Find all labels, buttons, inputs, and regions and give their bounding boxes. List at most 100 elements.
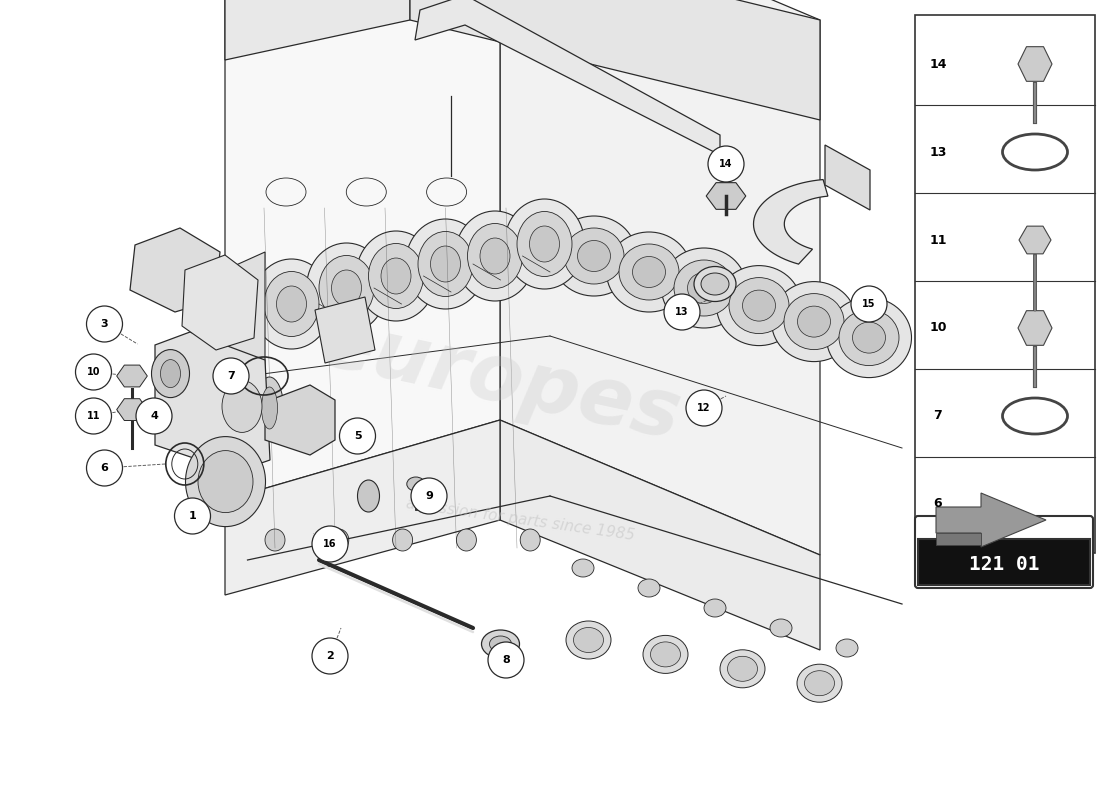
Text: 14: 14 — [719, 159, 733, 169]
Ellipse shape — [222, 380, 262, 432]
Ellipse shape — [836, 639, 858, 657]
Ellipse shape — [456, 529, 476, 551]
Text: 7: 7 — [934, 410, 943, 422]
Ellipse shape — [573, 627, 604, 653]
Circle shape — [708, 146, 744, 182]
Ellipse shape — [331, 270, 362, 306]
Polygon shape — [182, 255, 258, 350]
Text: 121 01: 121 01 — [969, 554, 1040, 574]
Polygon shape — [410, 0, 820, 120]
Ellipse shape — [368, 243, 424, 309]
Ellipse shape — [632, 257, 666, 287]
Ellipse shape — [661, 248, 747, 328]
Ellipse shape — [505, 199, 584, 289]
Ellipse shape — [638, 579, 660, 597]
Polygon shape — [226, 252, 265, 385]
Circle shape — [488, 642, 524, 678]
Circle shape — [87, 450, 122, 486]
Ellipse shape — [742, 290, 775, 321]
Polygon shape — [500, 420, 820, 650]
Text: 15: 15 — [862, 299, 876, 309]
Ellipse shape — [839, 310, 899, 366]
Ellipse shape — [186, 437, 265, 526]
Ellipse shape — [551, 216, 637, 296]
Text: 11: 11 — [930, 234, 947, 246]
Text: 2: 2 — [326, 651, 334, 661]
Ellipse shape — [771, 282, 857, 362]
Ellipse shape — [784, 294, 844, 350]
Circle shape — [411, 478, 447, 514]
Ellipse shape — [520, 529, 540, 551]
Ellipse shape — [264, 271, 319, 337]
Bar — [918, 539, 1090, 585]
Polygon shape — [226, 420, 500, 595]
Circle shape — [664, 294, 700, 330]
Text: 5: 5 — [354, 431, 361, 441]
Ellipse shape — [406, 219, 485, 309]
Text: 4: 4 — [150, 411, 158, 421]
Ellipse shape — [578, 241, 610, 271]
Ellipse shape — [566, 621, 610, 659]
Polygon shape — [155, 332, 270, 472]
Polygon shape — [315, 297, 375, 363]
Ellipse shape — [798, 306, 830, 337]
Circle shape — [136, 398, 172, 434]
Ellipse shape — [804, 670, 835, 696]
Polygon shape — [936, 493, 1046, 547]
Circle shape — [87, 306, 122, 342]
Polygon shape — [500, 0, 820, 555]
Text: 11: 11 — [87, 411, 100, 421]
Polygon shape — [130, 228, 220, 312]
Text: 8: 8 — [502, 655, 510, 665]
Ellipse shape — [381, 258, 411, 294]
Ellipse shape — [276, 286, 307, 322]
Ellipse shape — [358, 480, 379, 512]
Ellipse shape — [770, 619, 792, 637]
Circle shape — [340, 418, 375, 454]
Polygon shape — [825, 145, 870, 210]
Ellipse shape — [152, 350, 189, 398]
Text: 3: 3 — [101, 319, 108, 329]
Circle shape — [213, 358, 249, 394]
Text: 6: 6 — [100, 463, 109, 473]
Text: 14: 14 — [930, 58, 947, 70]
Ellipse shape — [674, 260, 734, 316]
Circle shape — [76, 398, 111, 434]
Ellipse shape — [307, 243, 386, 333]
Ellipse shape — [606, 232, 692, 312]
Polygon shape — [117, 398, 147, 421]
Ellipse shape — [407, 477, 425, 491]
Polygon shape — [226, 0, 500, 500]
Polygon shape — [1018, 46, 1052, 82]
Circle shape — [312, 638, 348, 674]
Polygon shape — [706, 182, 746, 210]
Ellipse shape — [564, 228, 624, 284]
Ellipse shape — [704, 599, 726, 617]
Ellipse shape — [798, 664, 842, 702]
Circle shape — [76, 354, 111, 390]
FancyBboxPatch shape — [915, 516, 1093, 588]
Ellipse shape — [650, 642, 681, 667]
Ellipse shape — [262, 387, 277, 429]
Text: a passion for parts since 1985: a passion for parts since 1985 — [405, 497, 636, 543]
Text: 7: 7 — [227, 371, 235, 381]
Polygon shape — [117, 365, 147, 387]
Text: 13: 13 — [930, 146, 947, 158]
Ellipse shape — [490, 636, 512, 652]
Ellipse shape — [252, 259, 331, 349]
Ellipse shape — [688, 273, 720, 303]
Ellipse shape — [480, 238, 510, 274]
Polygon shape — [1018, 310, 1052, 346]
Text: 9: 9 — [425, 491, 433, 501]
Polygon shape — [265, 385, 336, 455]
Text: 6: 6 — [934, 498, 943, 510]
Circle shape — [851, 286, 887, 322]
Ellipse shape — [198, 450, 253, 513]
Text: 10: 10 — [87, 367, 100, 377]
Ellipse shape — [529, 226, 560, 262]
Ellipse shape — [701, 273, 729, 295]
Polygon shape — [754, 179, 828, 264]
Ellipse shape — [430, 246, 461, 282]
Ellipse shape — [727, 656, 758, 682]
Ellipse shape — [319, 255, 374, 321]
